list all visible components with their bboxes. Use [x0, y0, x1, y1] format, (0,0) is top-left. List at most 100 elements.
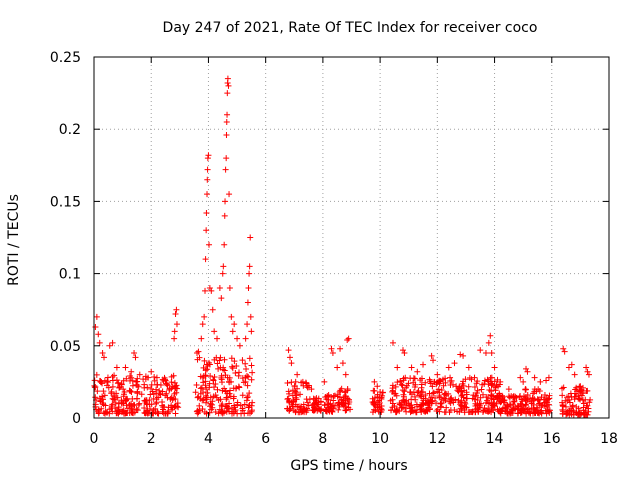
data-point	[244, 321, 251, 328]
data-point	[524, 368, 531, 375]
data-point	[583, 364, 590, 371]
data-point	[342, 397, 349, 404]
data-point	[411, 383, 418, 390]
data-point	[243, 366, 250, 373]
data-point	[172, 410, 179, 417]
data-point	[232, 407, 239, 414]
data-point	[537, 378, 544, 385]
data-point	[491, 378, 498, 385]
data-point	[160, 406, 167, 413]
data-point	[246, 263, 253, 270]
data-point	[222, 198, 229, 205]
data-point	[310, 407, 317, 414]
data-point	[201, 357, 208, 364]
data-point	[120, 400, 127, 407]
data-point	[479, 391, 486, 398]
data-point	[571, 371, 578, 378]
data-point	[228, 405, 235, 412]
data-point	[403, 408, 410, 415]
data-point	[399, 382, 406, 389]
data-point	[389, 396, 396, 403]
data-point	[573, 384, 580, 391]
data-point	[335, 400, 342, 407]
data-point	[246, 355, 253, 362]
data-point	[248, 408, 255, 415]
data-point	[248, 376, 255, 383]
data-point	[345, 335, 352, 342]
data-point	[234, 401, 241, 408]
data-point	[455, 388, 462, 395]
data-point	[584, 368, 591, 375]
data-point	[486, 387, 493, 393]
data-point	[534, 396, 541, 403]
data-point	[465, 383, 472, 390]
data-point	[398, 381, 405, 388]
data-point	[153, 374, 160, 381]
data-point	[121, 389, 128, 396]
data-point	[130, 410, 137, 417]
data-point	[408, 401, 415, 408]
data-point	[136, 371, 143, 378]
data-point	[228, 355, 235, 362]
data-point	[199, 405, 206, 412]
data-point	[456, 385, 463, 392]
data-point	[204, 191, 211, 198]
data-point	[401, 388, 408, 395]
data-point	[220, 263, 227, 270]
data-point	[429, 383, 436, 390]
data-point	[173, 403, 180, 410]
data-point	[171, 390, 178, 397]
data-point	[445, 364, 452, 371]
data-point	[91, 384, 98, 391]
data-point	[146, 397, 153, 404]
data-point	[127, 377, 134, 384]
data-point	[491, 383, 498, 390]
data-point	[522, 408, 529, 415]
data-point	[524, 406, 531, 413]
data-point	[229, 365, 236, 372]
data-point	[422, 379, 429, 386]
data-point	[490, 396, 497, 403]
data-point	[575, 395, 582, 402]
data-point	[371, 387, 378, 394]
data-point	[216, 285, 223, 292]
data-point	[396, 400, 403, 407]
data-point	[474, 378, 481, 385]
data-point	[342, 393, 349, 400]
data-point	[482, 350, 489, 357]
data-point	[290, 398, 297, 405]
data-point	[378, 394, 385, 401]
x-tick-label: 6	[261, 431, 270, 447]
data-point	[123, 410, 130, 417]
data-point	[286, 407, 293, 414]
data-point	[104, 379, 111, 386]
data-point	[133, 378, 140, 385]
data-point	[206, 409, 213, 416]
data-point	[511, 397, 518, 404]
data-point	[507, 402, 514, 409]
data-point	[194, 410, 201, 417]
data-point	[538, 394, 545, 401]
data-point	[221, 212, 228, 219]
data-point	[118, 381, 125, 388]
data-point	[517, 374, 524, 381]
data-point	[153, 386, 160, 393]
data-point	[151, 373, 158, 380]
data-point	[202, 256, 209, 263]
data-point	[105, 384, 112, 391]
data-point	[531, 388, 538, 395]
data-point	[389, 387, 396, 394]
data-point	[463, 389, 470, 396]
data-point	[173, 306, 180, 313]
data-point	[123, 375, 130, 382]
data-point	[462, 400, 469, 407]
data-point	[148, 381, 155, 388]
data-point	[152, 405, 159, 412]
data-point	[168, 379, 175, 386]
data-point	[211, 328, 218, 335]
data-point	[138, 391, 145, 398]
data-point	[203, 386, 210, 393]
data-point	[163, 390, 170, 397]
data-point	[303, 409, 310, 416]
data-point	[317, 399, 324, 406]
